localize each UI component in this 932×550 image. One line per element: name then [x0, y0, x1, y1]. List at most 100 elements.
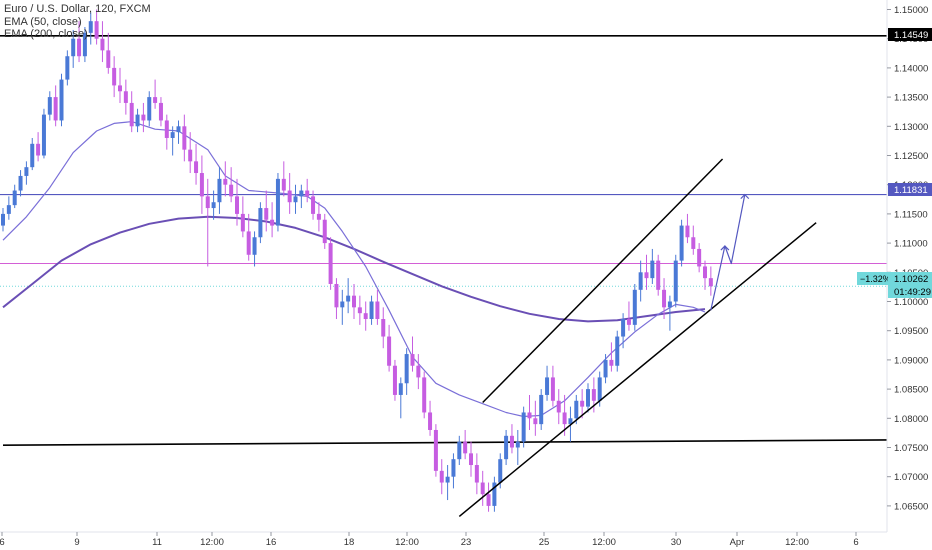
last-price-text: 1.10262	[894, 274, 928, 285]
candle-down	[229, 184, 234, 197]
candle-down	[164, 120, 169, 138]
price-tick-label: 1.10000	[894, 297, 928, 308]
candle-down	[316, 213, 321, 220]
candle-up	[258, 208, 263, 238]
candle-up	[457, 441, 462, 460]
candles	[1, 9, 713, 512]
time-tick-label: 12:00	[785, 537, 809, 548]
candle-down	[416, 365, 421, 378]
candle-up	[673, 260, 678, 302]
candle-up	[574, 400, 579, 419]
candle-down	[129, 102, 134, 127]
candle-up	[603, 359, 608, 378]
candle-up	[275, 178, 280, 226]
badge-111831: 1.11831	[888, 183, 932, 196]
candle-down	[357, 307, 362, 314]
candle-down	[591, 389, 596, 401]
candle-down	[463, 441, 468, 454]
candle-down	[328, 243, 333, 284]
candle-down	[199, 173, 204, 197]
candle-up	[176, 126, 181, 133]
candle-down	[433, 429, 438, 471]
candle-down	[100, 38, 105, 51]
candle-down	[644, 272, 649, 279]
candle-up	[88, 21, 93, 33]
candle-down	[106, 50, 111, 68]
candle-up	[65, 56, 70, 80]
price-axis-background	[887, 0, 932, 532]
candle-up	[211, 202, 216, 209]
support-line	[2, 439, 888, 446]
price-tick-label: 1.09000	[894, 355, 928, 366]
candle-down	[363, 313, 368, 320]
price-tick-label: 1.08000	[894, 414, 928, 425]
candle-down	[527, 412, 532, 419]
price-tick-label: 1.07500	[894, 443, 928, 454]
channel-upper-line	[482, 158, 724, 404]
projection-arrowhead-1	[720, 245, 730, 251]
candle-down	[240, 213, 245, 232]
candle-up	[340, 301, 345, 308]
time-tick-label: 23	[461, 537, 472, 548]
candle-up	[615, 336, 620, 366]
candle-up	[217, 178, 222, 203]
drawings	[458, 158, 817, 517]
candle-up	[492, 482, 497, 506]
candle-down	[381, 319, 386, 337]
candle-up	[621, 319, 626, 337]
candle-down	[480, 482, 485, 495]
candle-down	[609, 359, 614, 366]
price-tick-label: 1.06500	[894, 501, 928, 512]
time-axis-background	[0, 532, 932, 550]
candle-up	[521, 412, 526, 442]
candle-down	[375, 301, 380, 320]
candle-up	[638, 272, 643, 290]
candle-up	[47, 97, 52, 115]
candle-up	[632, 289, 637, 325]
price-tick-label: 1.14000	[894, 63, 928, 74]
candle-down	[626, 319, 631, 325]
candle-up	[18, 175, 23, 191]
candle-down	[422, 377, 427, 413]
candle-up	[293, 196, 298, 203]
candle-up	[1, 213, 5, 226]
price-tick-label: 1.13500	[894, 93, 928, 104]
candle-down	[562, 412, 567, 425]
time-tick-label: Apr	[730, 537, 745, 548]
candle-up	[445, 476, 450, 483]
candle-down	[439, 470, 444, 483]
candle-down	[305, 190, 310, 197]
candle-down	[141, 114, 146, 121]
candle-down	[533, 418, 538, 425]
price-tick-label: 1.08500	[894, 385, 928, 396]
badge-114549-text: 1.14549	[894, 30, 928, 41]
candle-up	[41, 114, 46, 156]
candle-down	[691, 237, 696, 249]
candle-down	[474, 465, 479, 483]
badge-114549: 1.14549	[888, 28, 932, 41]
candle-down	[205, 196, 210, 209]
candle-down	[223, 178, 228, 185]
candle-down	[246, 231, 251, 255]
candle-up	[586, 389, 590, 407]
time-axis[interactable]: 6 9 11 12:00 16 18 12:00 23 25 12:00 30 Apr 12:00 6	[0, 532, 859, 548]
candle-up	[252, 237, 257, 255]
candle-up	[451, 459, 456, 477]
time-tick-label: 12:00	[200, 537, 224, 548]
price-tick-label: 1.12500	[894, 151, 928, 162]
candle-up	[6, 205, 11, 214]
candle-down	[235, 196, 239, 214]
candle-down	[322, 219, 327, 244]
candle-down	[182, 126, 187, 150]
candle-down	[428, 412, 433, 430]
candle-up	[170, 132, 175, 138]
candle-up	[135, 114, 140, 127]
channel-lower-line	[458, 222, 817, 517]
candle-down	[281, 178, 286, 191]
time-tick-label: 6	[853, 537, 858, 548]
candle-down	[311, 196, 316, 214]
candle-down	[392, 365, 397, 395]
candle-up	[24, 167, 29, 176]
price-tick-label: 1.07000	[894, 472, 928, 483]
